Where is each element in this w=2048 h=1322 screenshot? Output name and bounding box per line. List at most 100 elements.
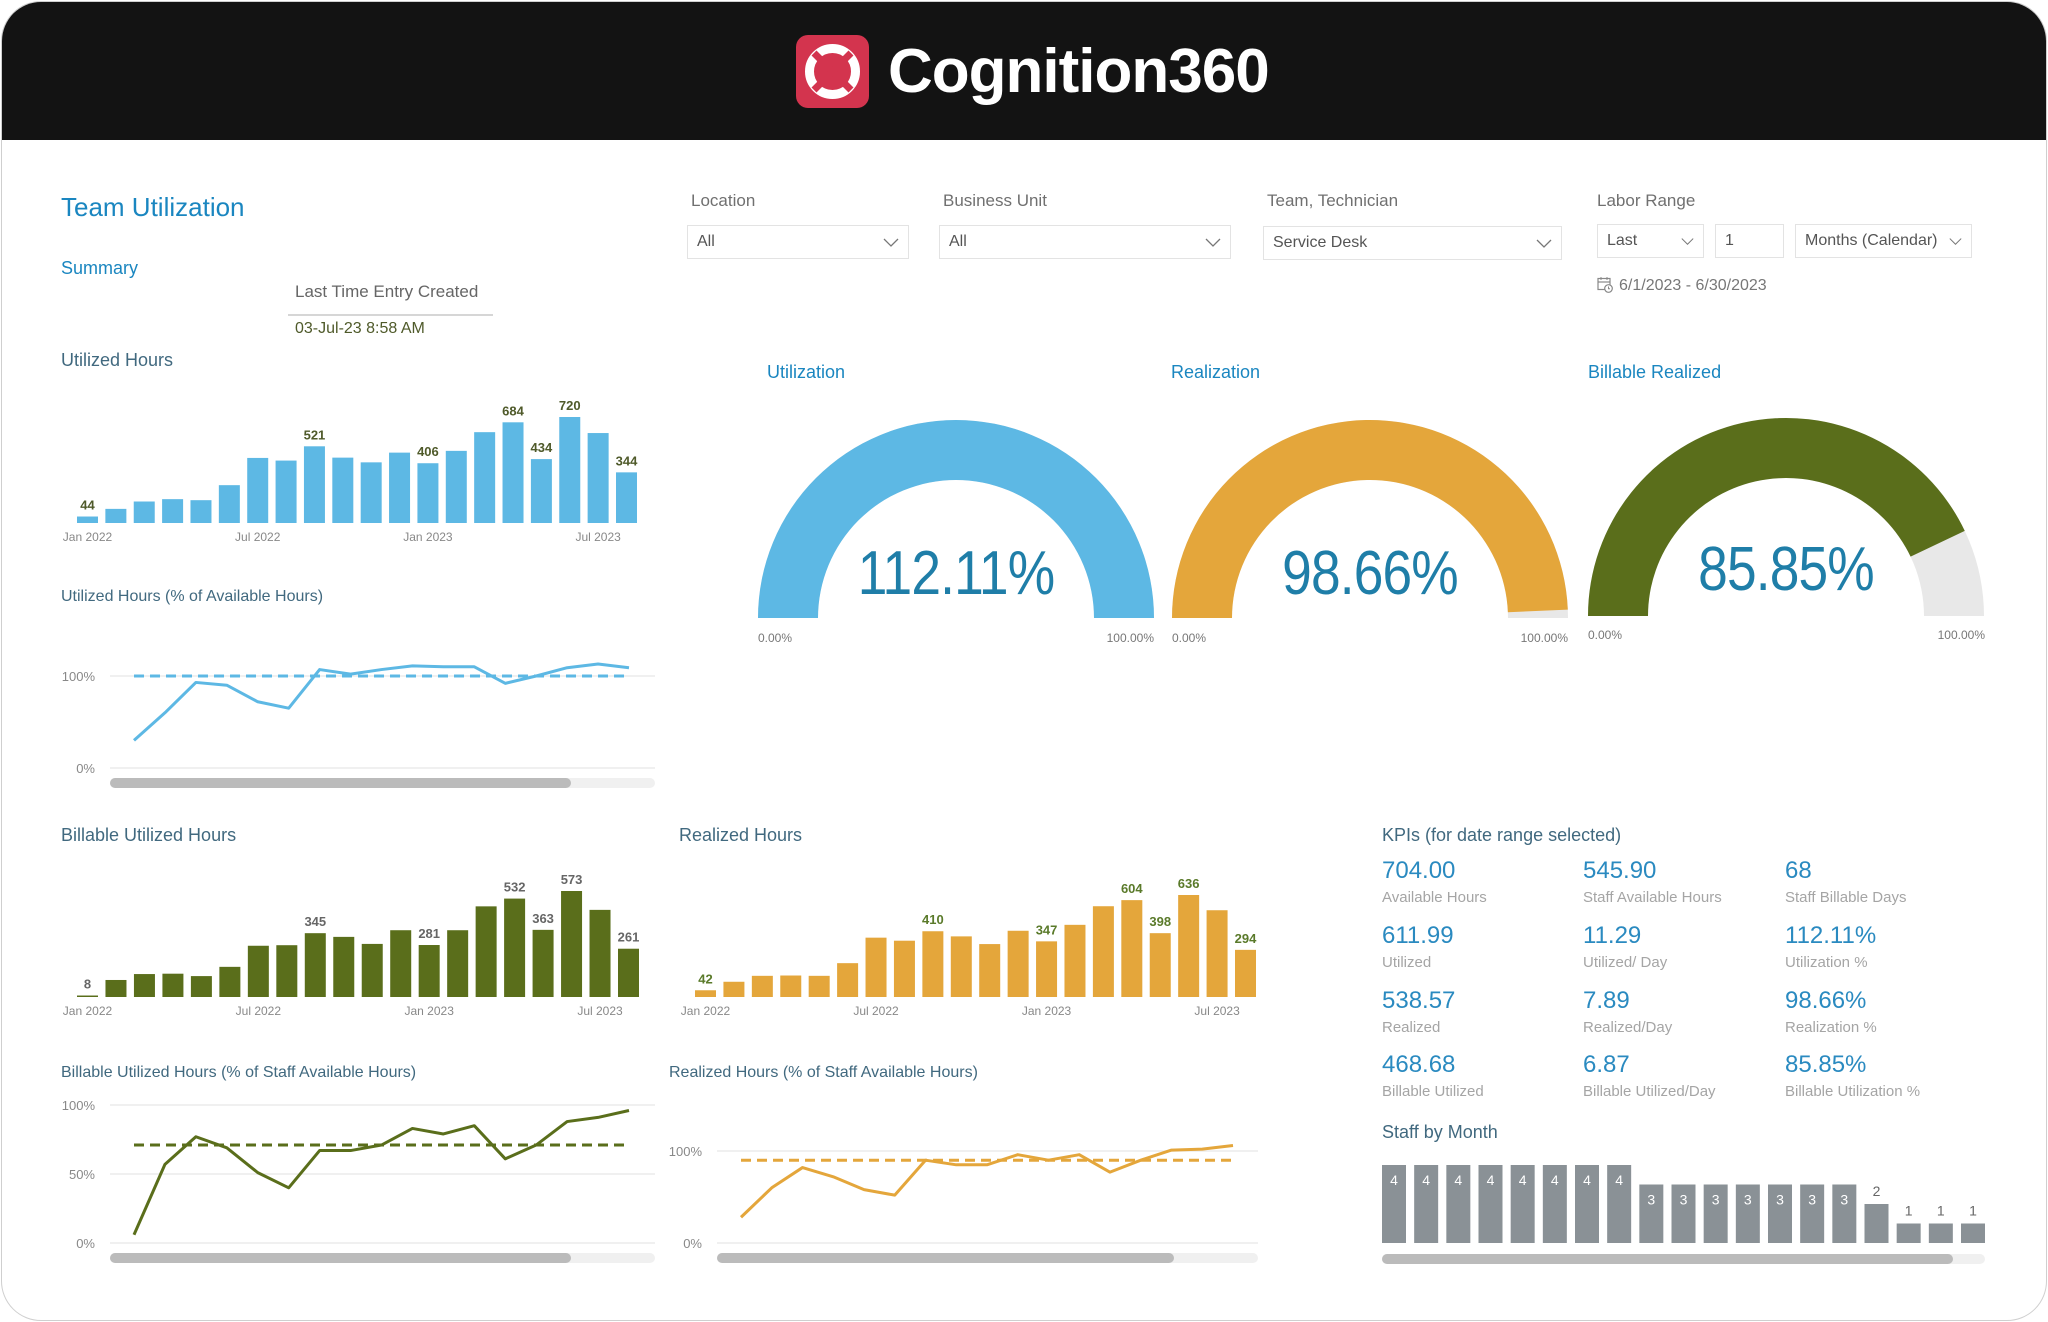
bar: [418, 945, 440, 997]
business-unit-value: All: [949, 233, 967, 250]
bar: [1896, 1223, 1921, 1243]
bar: [276, 945, 298, 997]
x-tick-label: Jan 2023: [404, 1004, 454, 1018]
data-label: 521: [304, 427, 326, 442]
bar: [1928, 1223, 1953, 1243]
data-label: 1: [1969, 1203, 1977, 1219]
x-tick-label: Jan 2022: [681, 1004, 731, 1018]
gauge-billable-realized-value: 85.85%: [1698, 535, 1875, 604]
date-range: 6/1/2023 - 6/30/2023: [1597, 276, 1767, 295]
bar: [390, 930, 412, 997]
bar: [1092, 906, 1114, 997]
bar: [218, 485, 240, 523]
bar: [474, 432, 496, 523]
data-label: 636: [1178, 876, 1200, 891]
data-label: 532: [504, 880, 526, 895]
y-tick-label: 100%: [62, 669, 96, 684]
bar: [1832, 1184, 1857, 1243]
business-unit-dropdown[interactable]: All: [939, 225, 1231, 259]
data-label: 4: [1487, 1172, 1495, 1188]
location-dropdown[interactable]: All: [687, 225, 909, 259]
data-label: 604: [1121, 881, 1143, 896]
kpi-label: Realization %: [1785, 1019, 1877, 1036]
utilized-pct-title: Utilized Hours (% of Available Hours): [61, 588, 324, 605]
team-technician-dropdown[interactable]: Service Desk: [1263, 226, 1562, 260]
labor-range-count-value: 1: [1725, 232, 1734, 249]
data-label: 347: [1036, 922, 1058, 937]
location-value: All: [697, 233, 715, 250]
bar: [162, 973, 184, 997]
labor-range-count-input[interactable]: 1: [1715, 224, 1784, 258]
y-tick-label: 100%: [669, 1144, 703, 1159]
y-tick-label: 0%: [683, 1236, 702, 1251]
gauge-utilization-title: Utilization: [767, 362, 846, 382]
scrollbar-thumb[interactable]: [110, 778, 571, 788]
bar: [133, 501, 155, 523]
x-tick-label: Jul 2022: [236, 1004, 282, 1018]
data-label: 4: [1454, 1172, 1462, 1188]
bar: [275, 460, 297, 523]
bar: [360, 462, 382, 523]
location-label: Location: [691, 191, 756, 210]
bar: [1064, 924, 1086, 997]
data-label: 4: [1422, 1172, 1430, 1188]
bar: [865, 937, 887, 997]
chevron-down-icon: [1949, 238, 1962, 245]
scrollbar-thumb[interactable]: [1382, 1254, 1953, 1264]
section-summary-link[interactable]: Summary: [61, 258, 139, 278]
data-label: 345: [304, 914, 326, 929]
data-label: 3: [1776, 1192, 1784, 1208]
bar: [361, 943, 383, 997]
page-title: Team Utilization: [61, 192, 245, 222]
data-label: 8: [84, 977, 91, 992]
bar: [559, 417, 581, 523]
gauge-fill: [1588, 417, 1965, 616]
data-label: 720: [559, 398, 581, 413]
bar: [105, 508, 127, 523]
data-label: 3: [1808, 1192, 1816, 1208]
data-label: 406: [417, 444, 439, 459]
bar: [1800, 1184, 1825, 1243]
team-technician-value: Service Desk: [1273, 234, 1368, 251]
labor-range-unit-value: Months (Calendar): [1805, 232, 1938, 249]
labor-range-mode-dropdown[interactable]: Last: [1597, 224, 1704, 258]
gauge-utilization-value: 112.11%: [857, 539, 1055, 608]
chevron-down-icon: [1536, 239, 1552, 248]
bar: [389, 452, 411, 523]
gauge-realization-min: 0.00%: [1172, 631, 1207, 645]
data-label: 4: [1519, 1172, 1527, 1188]
bar: [333, 936, 355, 997]
calendar-clock-icon: [1597, 277, 1613, 293]
bar: [1575, 1165, 1599, 1243]
last-time-entry-value: 03-Jul-23 8:58 AM: [295, 320, 425, 337]
scrollbar-thumb[interactable]: [110, 1253, 571, 1263]
data-label: 4: [1551, 1172, 1559, 1188]
bar: [808, 975, 830, 997]
gauge-fill: [1172, 420, 1568, 618]
data-label: 3: [1680, 1192, 1688, 1208]
kpi-value: 7.89: [1583, 987, 1630, 1014]
bar: [530, 459, 552, 523]
kpi-value: 85.85%: [1785, 1051, 1867, 1078]
gauge-realization-value: 98.66%: [1282, 539, 1459, 608]
kpi-value: 704.00: [1382, 857, 1456, 884]
gauge-utilization-max: 100.00%: [1106, 631, 1154, 645]
labor-range-unit-dropdown[interactable]: Months (Calendar): [1795, 224, 1972, 258]
bar: [190, 500, 212, 523]
data-label: 1: [1937, 1203, 1945, 1219]
bar: [532, 929, 554, 997]
data-label: 261: [618, 930, 640, 945]
bar: [502, 422, 524, 523]
bar: [504, 898, 526, 997]
bar: [616, 472, 637, 523]
data-label: 4: [1615, 1172, 1623, 1188]
gauge-fill: [758, 420, 1154, 618]
data-label: 1: [1905, 1203, 1913, 1219]
data-label: 573: [561, 872, 583, 887]
bar: [950, 936, 972, 997]
bar: [589, 909, 611, 997]
scrollbar-thumb[interactable]: [717, 1253, 1174, 1263]
bar: [1703, 1184, 1728, 1243]
bar: [893, 940, 915, 997]
bar: [1414, 1165, 1439, 1243]
